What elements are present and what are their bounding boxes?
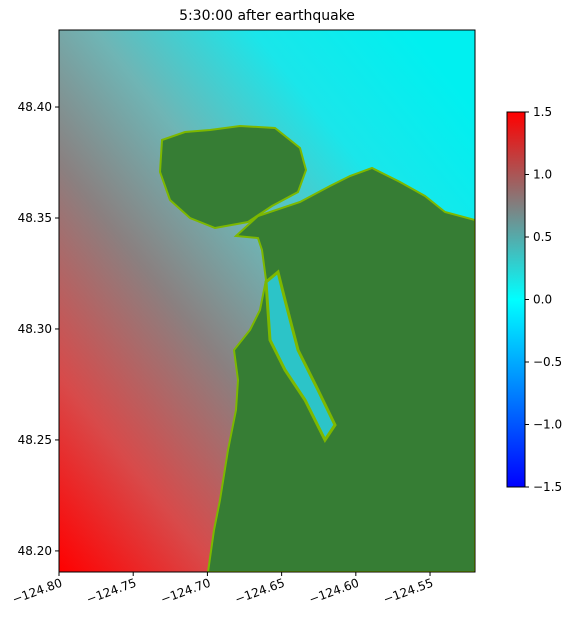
y-tick-label: 48.25 <box>18 433 52 447</box>
inlet <box>264 269 337 443</box>
x-tick-label: −124.60 <box>307 576 361 607</box>
colorbar-tick-label: 0.0 <box>533 293 552 307</box>
y-tick-label: 48.40 <box>18 100 52 114</box>
chart-title: 5:30:00 after earthquake <box>179 8 355 24</box>
colorbar-tick-label: 0.5 <box>533 230 552 244</box>
y-tick-label: 48.30 <box>18 322 52 336</box>
colorbar <box>506 111 526 488</box>
y-tick-label: 48.35 <box>18 211 52 225</box>
y-tick-label: 48.20 <box>18 544 52 558</box>
x-tick-label: −124.75 <box>85 576 139 607</box>
x-tick-label: −124.70 <box>159 576 213 607</box>
x-tick-label: −124.80 <box>10 576 64 607</box>
colorbar-tick-label: −1.5 <box>533 480 562 494</box>
x-tick-label: −124.65 <box>233 576 287 607</box>
plot-frame <box>58 29 476 573</box>
map <box>59 30 475 572</box>
colorbar-tick-label: 1.0 <box>533 168 552 182</box>
island <box>158 124 308 230</box>
colorbar-tick-label: −0.5 <box>533 355 562 369</box>
colorbar-tick-label: 1.5 <box>533 105 552 119</box>
colorbar-tick-label: −1.0 <box>533 418 562 432</box>
x-tick-label: −124.55 <box>381 576 435 607</box>
land <box>206 166 475 572</box>
